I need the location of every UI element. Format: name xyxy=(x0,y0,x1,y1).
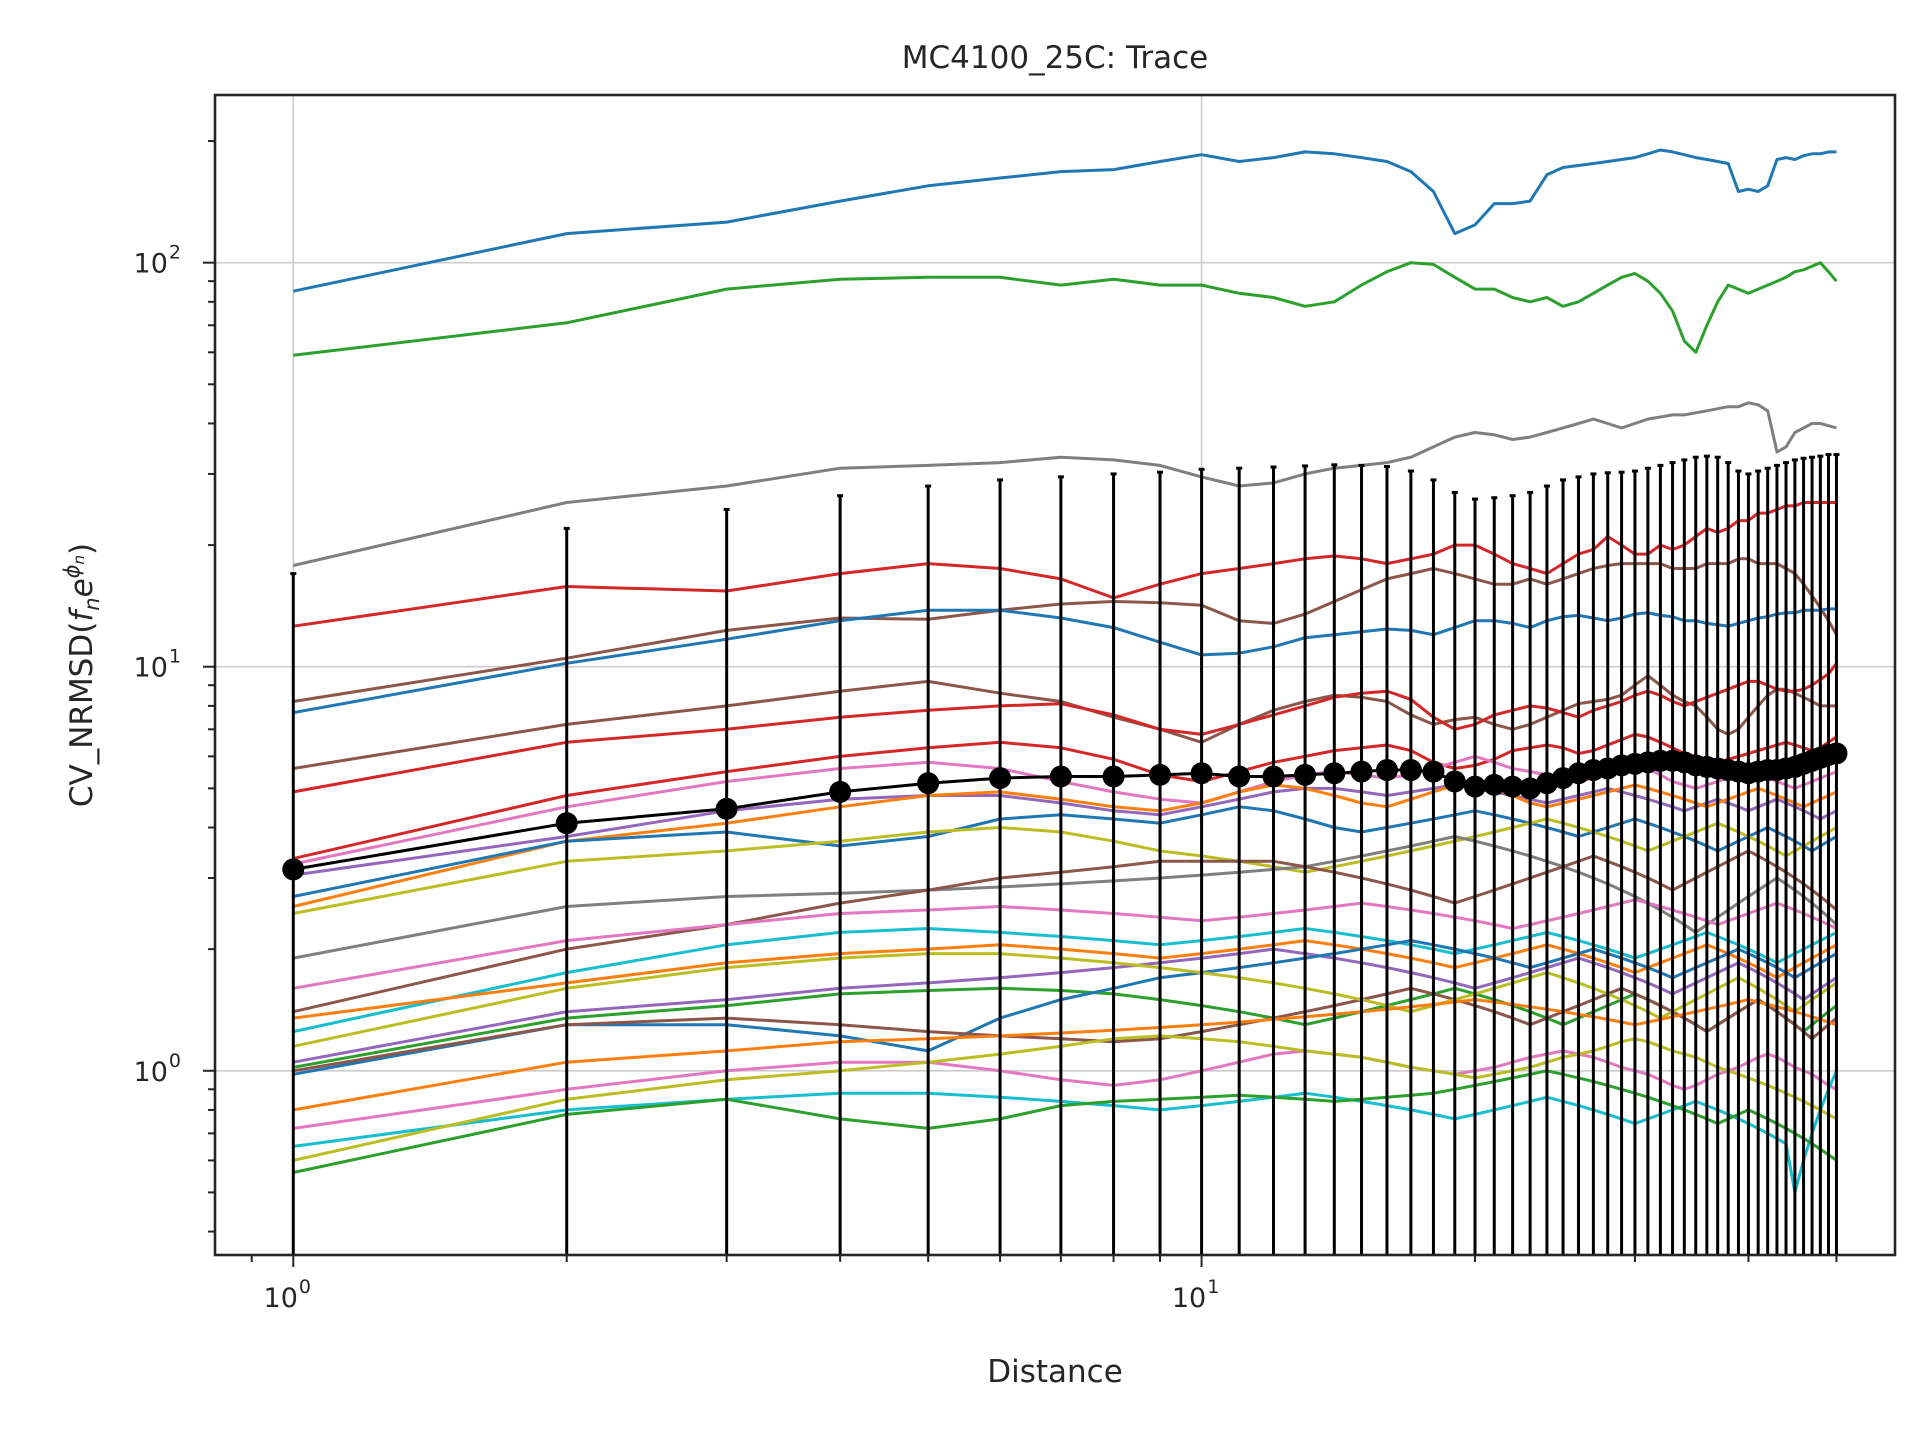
mean-point xyxy=(1443,770,1466,793)
series-line-27 xyxy=(293,1070,1838,1194)
mean-point xyxy=(1399,759,1422,782)
mean-point xyxy=(829,780,852,803)
series-line-11 xyxy=(293,783,1838,877)
mean-point xyxy=(1464,775,1487,798)
series-line-29 xyxy=(292,1034,1838,1162)
mean-point xyxy=(1519,777,1542,800)
series-line-4 xyxy=(293,501,1837,628)
series-line-12 xyxy=(292,780,1838,908)
y-tick-exponent: 2 xyxy=(169,242,181,264)
mean-point xyxy=(1190,762,1213,785)
series-lines xyxy=(292,148,1838,1194)
series-line-28 xyxy=(292,1069,1838,1174)
series-line-8 xyxy=(293,662,1838,794)
mean-point xyxy=(1294,763,1317,786)
mean-point xyxy=(1323,762,1346,785)
series-line-20 xyxy=(293,947,1838,1064)
mean-point xyxy=(715,797,738,820)
y-tick-exponent: 0 xyxy=(169,1050,181,1072)
y-label-close: ) xyxy=(64,543,100,555)
mean-point xyxy=(1483,773,1506,796)
mean-point xyxy=(989,767,1012,790)
mean-series xyxy=(282,742,1848,881)
error-bars xyxy=(290,453,1840,1255)
series-line-5 xyxy=(293,557,1838,703)
chart-title: MC4100_25C: Trace xyxy=(902,40,1208,76)
mean-point xyxy=(1262,765,1285,788)
mean-point xyxy=(1228,765,1251,788)
mean-point xyxy=(917,772,940,795)
series-line-15 xyxy=(293,835,1838,960)
mean-point xyxy=(1422,760,1445,783)
mean-point xyxy=(1149,763,1172,786)
mean-point xyxy=(1049,765,1072,788)
series-line-25 xyxy=(293,998,1837,1112)
mean-point xyxy=(1375,759,1398,782)
y-axis-label: CV_NRMSD(fneϕn) xyxy=(60,543,104,807)
series-line-13 xyxy=(293,805,1838,898)
mean-point xyxy=(1501,775,1524,798)
y-label-main: CV_NRMSD( xyxy=(64,622,100,807)
y-label-f-sub: n xyxy=(80,597,104,610)
series-line-24 xyxy=(292,952,1838,1048)
series-line-3 xyxy=(292,401,1837,567)
series-line-6 xyxy=(293,607,1837,715)
y-label-e-sup: ϕ xyxy=(60,564,84,578)
series-line-26 xyxy=(293,1049,1838,1130)
plot-frame xyxy=(213,93,1897,1257)
series-line-2 xyxy=(293,261,1838,357)
mean-point xyxy=(1825,742,1848,765)
x-tick-exponent: 1 xyxy=(1207,1276,1219,1298)
series-line-18 xyxy=(292,927,1838,1034)
series-line-1 xyxy=(292,148,1837,293)
y-label-e: e xyxy=(64,578,100,597)
mean-point xyxy=(1350,760,1373,783)
series-line-17 xyxy=(293,898,1838,990)
series-line-22 xyxy=(293,939,1838,1076)
y-tick-exponent: 1 xyxy=(169,646,181,668)
y-label-e-sup-sub: n xyxy=(70,555,88,565)
series-line-14 xyxy=(293,817,1838,915)
series-line-19 xyxy=(293,939,1838,1020)
mean-point xyxy=(555,812,578,835)
mean-point xyxy=(282,858,305,881)
mean-point xyxy=(1102,765,1125,788)
x-tick-exponent: 0 xyxy=(299,1276,311,1298)
x-axis-label: Distance xyxy=(987,1354,1123,1390)
series-line-16 xyxy=(292,849,1838,1014)
